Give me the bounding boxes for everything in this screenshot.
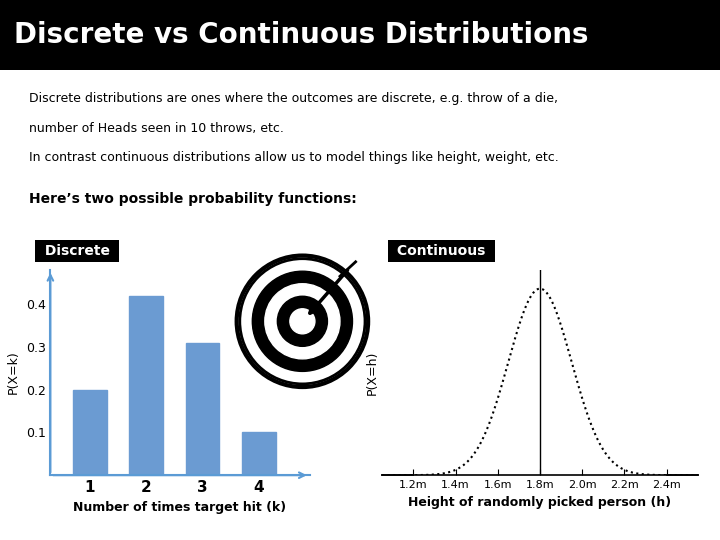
Text: Discrete: Discrete [40, 244, 114, 258]
Text: Here’s two possible probability functions:: Here’s two possible probability function… [29, 192, 356, 206]
Circle shape [240, 259, 365, 384]
Bar [186, 343, 220, 475]
Text: Discrete distributions are ones where the outcomes are discrete, e.g. throw of a: Discrete distributions are ones where th… [29, 92, 558, 105]
Bar [130, 296, 163, 475]
Circle shape [252, 271, 353, 372]
Y-axis label: P(X=h): P(X=h) [366, 350, 379, 395]
X-axis label: Number of times target hit (k): Number of times target hit (k) [73, 501, 287, 514]
Bar [73, 390, 107, 475]
Circle shape [265, 284, 340, 359]
Text: number of Heads seen in 10 throws, etc.: number of Heads seen in 10 throws, etc. [29, 122, 284, 134]
Bar [242, 433, 276, 475]
Text: Continuous: Continuous [392, 244, 490, 258]
Circle shape [277, 296, 328, 346]
X-axis label: Height of randomly picked person (h): Height of randomly picked person (h) [408, 496, 672, 509]
Text: In contrast continuous distributions allow us to model things like height, weigh: In contrast continuous distributions all… [29, 151, 559, 164]
Circle shape [290, 309, 315, 334]
Y-axis label: P(X=k): P(X=k) [7, 350, 20, 395]
Text: Discrete vs Continuous Distributions: Discrete vs Continuous Distributions [14, 21, 589, 49]
